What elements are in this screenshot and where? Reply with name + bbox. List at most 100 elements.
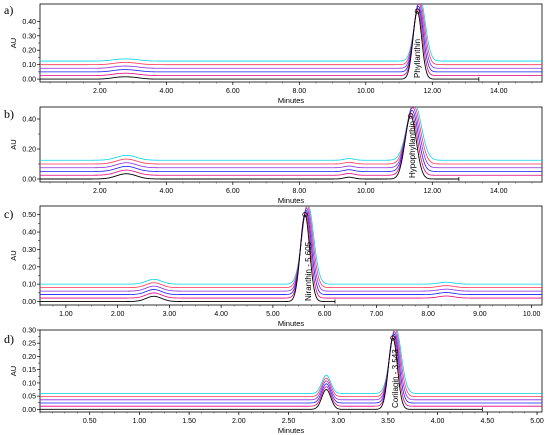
peak-label: Hypophyllanthin <box>408 121 417 178</box>
y-axis-title: AU <box>9 38 18 48</box>
x-tick-label: 8.00 <box>292 88 306 95</box>
plot-frame <box>39 329 543 413</box>
trace-line-2 <box>40 8 542 76</box>
trace-line-2 <box>40 335 542 407</box>
y-tick-label: 0.30 <box>22 33 36 40</box>
x-tick-label: 4.50 <box>481 418 495 425</box>
peak-label: Phyllanthin <box>413 39 422 78</box>
y-tick-label: 0.00 <box>22 407 36 414</box>
trace-line-4 <box>40 207 542 292</box>
y-axis-title: AU <box>9 139 18 149</box>
x-tick-label: 4.00 <box>214 311 228 318</box>
chart-panel-4: d) 0.00 0.05 0.10 0.15 0.20 0.25 0.30 0.50 1.00 1.… <box>4 328 544 435</box>
panel-label: c) <box>4 207 13 221</box>
trace-line-1 <box>40 214 335 302</box>
y-tick-label: 0.00 <box>22 299 36 306</box>
x-tick-label: 1.00 <box>59 311 73 318</box>
x-tick-label: 12.00 <box>424 88 442 95</box>
trace-line-4 <box>40 331 542 401</box>
trace-line-3 <box>40 5 542 73</box>
x-tick-label: 6.00 <box>226 88 240 95</box>
y-tick-label: 0.15 <box>22 367 36 374</box>
x-axis-title: Minutes <box>278 319 305 328</box>
traces <box>40 330 542 412</box>
x-tick-label: 5.00 <box>266 311 280 318</box>
x-tick-label: 3.00 <box>163 311 177 318</box>
x-tick-label: 6.00 <box>226 188 240 195</box>
chart-panel-3: c) 0.00 0.10 0.20 0.30 0.40 0.50 1.00 2.00 3.00 4.… <box>4 205 543 328</box>
peak-label: Corilagin - 3.543 <box>391 349 400 408</box>
y-tick-label: 0.20 <box>22 147 36 154</box>
peak-apex-marker <box>302 212 308 218</box>
y-tick-label: 0.40 <box>22 19 36 26</box>
y-tick-label: 0.10 <box>22 380 36 387</box>
y-tick-label: 0.00 <box>22 77 36 84</box>
x-tick-label: 5.00 <box>530 418 544 425</box>
x-tick-label: 3.00 <box>331 418 345 425</box>
x-tick-label: 2.00 <box>111 311 125 318</box>
y-tick-label: 0.00 <box>22 177 36 184</box>
x-tick-label: 8.00 <box>421 311 435 318</box>
x-axis-title: Minutes <box>278 196 305 205</box>
trace-line-6 <box>40 206 542 285</box>
plot-frame <box>39 205 543 306</box>
x-tick-label: 4.00 <box>431 418 445 425</box>
trace-line-3 <box>40 109 542 172</box>
trace-line-2 <box>40 112 542 176</box>
peak-apex-marker <box>408 113 414 119</box>
trace-line-5 <box>40 107 542 165</box>
trace-line-4 <box>40 4 542 69</box>
y-tick-label: 0.05 <box>22 394 36 401</box>
x-tick-label: 8.00 <box>292 188 306 195</box>
trace-line-6 <box>40 330 542 394</box>
x-tick-label: 10.00 <box>523 311 541 318</box>
trace-line-5 <box>40 206 542 289</box>
traces <box>40 107 542 181</box>
peak-apex-marker <box>390 335 396 341</box>
y-axis-title: AU <box>9 250 18 260</box>
x-tick-label: 2.00 <box>93 188 107 195</box>
x-tick-label: 2.50 <box>282 418 296 425</box>
panel-label: d) <box>4 332 14 346</box>
x-tick-label: 4.00 <box>160 88 174 95</box>
x-tick-label: 4.00 <box>160 188 174 195</box>
x-tick-label: 3.50 <box>381 418 395 425</box>
chart-panel-1: a) 0.00 0.10 0.20 0.30 0.40 2.00 4.00 6.00 8.00 10… <box>4 3 543 105</box>
y-tick-label: 0.20 <box>22 48 36 55</box>
x-tick-label: 14.00 <box>490 188 508 195</box>
y-tick-label: 0.40 <box>22 230 36 237</box>
y-axis-title: AU <box>9 366 18 376</box>
x-tick-label: 9.00 <box>473 311 487 318</box>
y-tick-label: 0.10 <box>22 62 36 69</box>
panel-label: a) <box>4 3 13 17</box>
x-tick-label: 1.50 <box>182 418 196 425</box>
trace-line-3 <box>40 333 542 404</box>
trace-line-4 <box>40 107 542 169</box>
x-axis-title: Minutes <box>278 96 305 105</box>
trace-line-1 <box>40 10 479 80</box>
traces <box>40 206 542 304</box>
x-tick-label: 10.00 <box>357 88 375 95</box>
plot-frame <box>39 106 543 183</box>
x-tick-label: 1.00 <box>133 418 147 425</box>
x-tick-label: 0.50 <box>83 418 97 425</box>
trace-line-5 <box>40 4 542 66</box>
y-tick-label: 0.20 <box>22 264 36 271</box>
trace-line-1 <box>40 115 459 180</box>
trace-line-2 <box>40 212 542 299</box>
x-tick-label: 14.00 <box>490 88 508 95</box>
y-tick-label: 0.30 <box>22 328 36 335</box>
panel-label: b) <box>4 107 14 121</box>
y-tick-label: 0.20 <box>22 354 36 361</box>
trace-line-6 <box>40 107 542 161</box>
x-tick-label: 10.00 <box>357 188 375 195</box>
peak-apex-marker <box>414 8 420 14</box>
y-tick-label: 0.40 <box>22 117 36 124</box>
peak-label: Niranthin - 5.605 <box>304 241 313 301</box>
trace-line-6 <box>40 4 542 62</box>
chart-panel-2: b) 0.00 0.20 0.40 2.00 4.00 6.00 8.00 10.00 12.00… <box>4 106 543 205</box>
traces <box>40 4 542 82</box>
y-tick-label: 0.50 <box>22 212 36 219</box>
x-axis-title: Minutes <box>278 426 305 435</box>
